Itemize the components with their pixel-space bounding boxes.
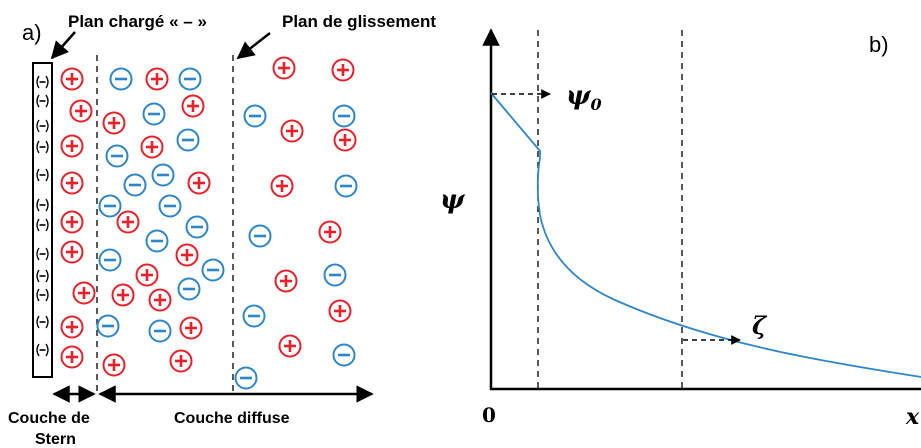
y-axis-label: ψ (440, 185, 466, 215)
positive-ion (169, 349, 193, 373)
x-axis-label: x (905, 404, 920, 430)
positive-ion (145, 67, 169, 91)
panel-b-label: b) (869, 32, 889, 57)
positive-ion (318, 220, 342, 244)
surface-negative-charge (36, 343, 49, 357)
slip-plane-arrow (236, 32, 271, 60)
negative-ion (176, 128, 200, 152)
negative-ion (109, 67, 133, 91)
negative-ion (234, 366, 258, 390)
surface-negative-charge (36, 119, 49, 133)
positive-ion (60, 240, 84, 264)
surface-negative-charge (36, 198, 49, 212)
stern-label-line1: Couche de (8, 410, 90, 427)
charged-plane-box (32, 62, 53, 378)
surface-negative-charge (36, 94, 49, 108)
negative-ion (332, 343, 356, 367)
slip-plane-label: Plan de glissement (282, 12, 436, 31)
negative-ion (123, 173, 147, 197)
zeta-label: ζ (752, 311, 768, 340)
negative-ion (148, 319, 172, 343)
negative-ion (145, 229, 169, 253)
surface-negative-charge (36, 140, 49, 154)
negative-ion (177, 277, 201, 301)
positive-ion (102, 111, 126, 135)
surface-negative-charge (36, 168, 49, 182)
surface-negative-charge (36, 288, 49, 302)
positive-ion (181, 94, 205, 118)
positive-ion (72, 281, 96, 305)
positive-ion (135, 263, 159, 287)
positive-ion (274, 269, 298, 293)
negative-ion (98, 194, 122, 218)
positive-ion (333, 128, 357, 152)
positive-ion (60, 210, 84, 234)
negative-ion (332, 104, 356, 128)
surface-negative-charge (36, 75, 49, 89)
negative-ion (142, 102, 166, 126)
negative-ion (178, 67, 202, 91)
ions-group (60, 56, 358, 390)
positive-ion (187, 171, 211, 195)
positive-ion (328, 299, 352, 323)
negative-ion (248, 224, 272, 248)
panel-a: a) Plan chargé « – » Plan de glissement … (8, 12, 436, 448)
positive-ion (280, 119, 304, 143)
positive-ion (60, 171, 84, 195)
negative-ion (242, 304, 266, 328)
negative-ion (96, 314, 120, 338)
positive-ion (60, 345, 84, 369)
negative-ion (151, 163, 175, 187)
negative-ion (98, 248, 122, 272)
origin-label: 0 (482, 403, 496, 427)
negative-ion (243, 104, 267, 128)
charged-plane-label: Plan chargé « – » (68, 12, 207, 31)
positive-ion (278, 334, 302, 358)
positive-ion (60, 67, 84, 91)
negative-ion (201, 258, 225, 282)
positive-ion (179, 316, 203, 340)
psi0-label: ψ0 (566, 81, 602, 114)
charged-plane-arrow (50, 31, 76, 60)
positive-ion (60, 315, 84, 339)
surface-negative-charge (36, 269, 49, 283)
surface-negative-charge (36, 315, 49, 329)
positive-ion (331, 58, 355, 82)
negative-ion (323, 263, 347, 287)
positive-ion (270, 174, 294, 198)
surface-negative-charge (36, 247, 49, 261)
positive-ion (60, 134, 84, 158)
panel-a-label: a) (22, 20, 42, 45)
positive-ion (111, 283, 135, 307)
positive-ion (140, 135, 164, 159)
positive-ion (148, 288, 172, 312)
panel-b: b) ψ 0 x ψ0 ζ (440, 28, 921, 430)
stern-label-line2: Stern (35, 431, 76, 448)
positive-ion (175, 243, 199, 267)
surface-negative-charge (36, 218, 49, 232)
positive-ion (69, 99, 93, 123)
negative-ion (185, 215, 209, 239)
positive-ion (102, 353, 126, 377)
positive-ion (272, 56, 296, 80)
positive-ion (116, 210, 140, 234)
negative-ion (334, 174, 358, 198)
potential-curve (490, 92, 921, 378)
negative-ion (105, 144, 129, 168)
negative-ion (158, 194, 182, 218)
diffuse-layer-label: Couche diffuse (174, 410, 290, 427)
surface-charges (36, 75, 49, 357)
